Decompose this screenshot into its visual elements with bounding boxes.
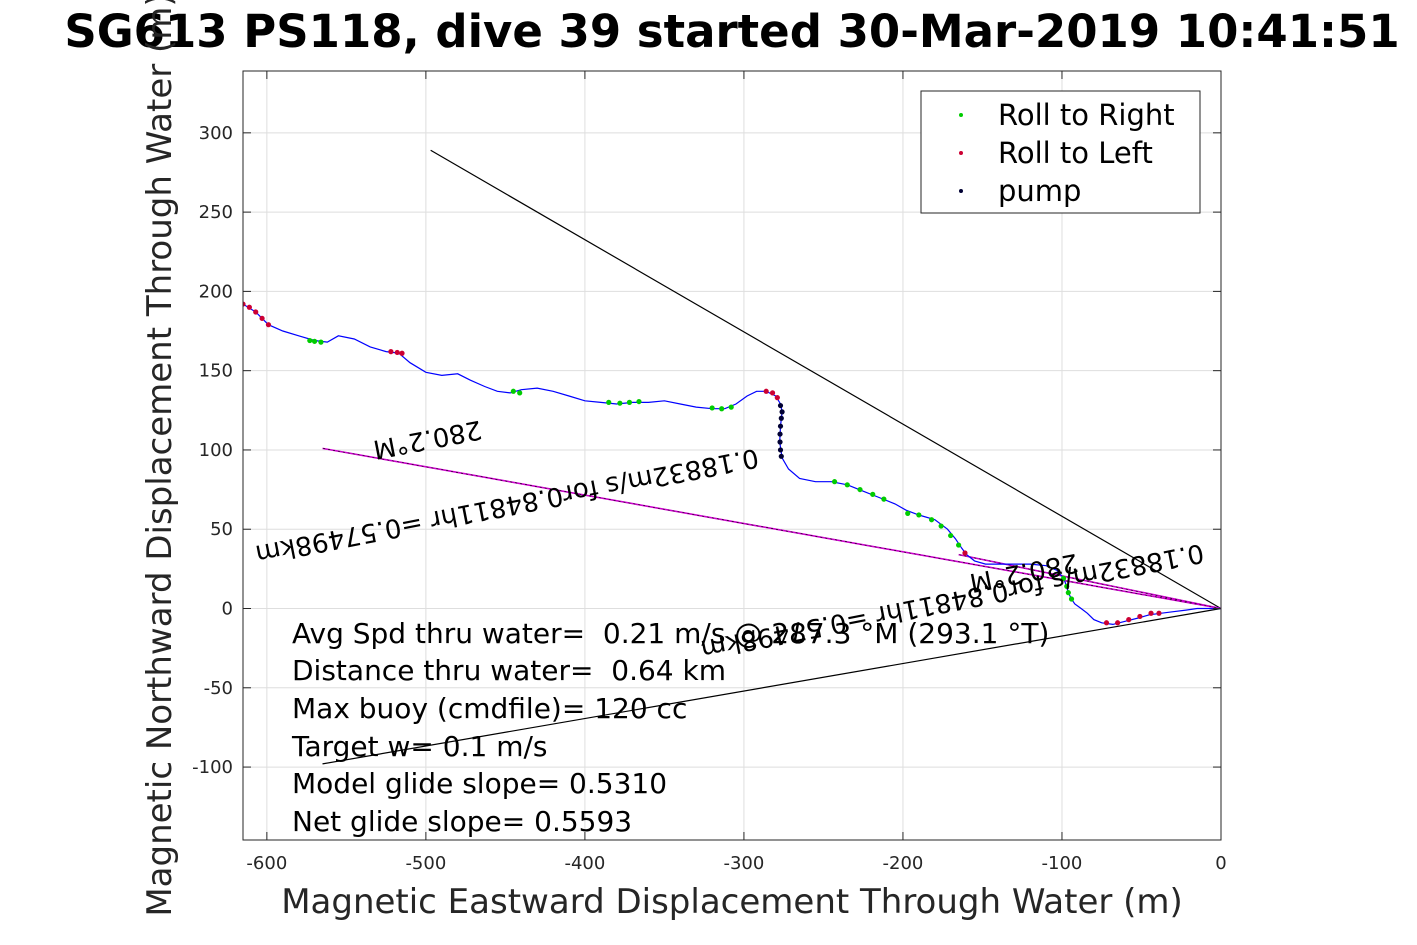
- roll-right-point: [626, 399, 633, 405]
- y-tick-label: -50: [204, 678, 233, 699]
- legend-marker-roll-right: [959, 113, 963, 117]
- roll-right-point: [844, 482, 850, 488]
- pump-point: [777, 431, 783, 437]
- stat-avg-speed: Avg Spd thru water= 0.21 m/s @ 287.3 °M …: [292, 617, 1049, 650]
- roll-right-point: [636, 398, 642, 405]
- pump-point: [777, 439, 783, 445]
- roll-right-point: [1068, 596, 1075, 602]
- chart-title: SG613 PS118, dive 39 started 30-Mar-2019…: [64, 5, 1399, 58]
- legend-label-roll-left: Roll to Left: [998, 136, 1153, 170]
- y-axis-ticks: -100 -50 0 50 100 150 200 250 300: [192, 123, 1221, 778]
- x-tick-label: 0: [1215, 853, 1226, 874]
- legend-box: [920, 90, 1201, 214]
- roll-left-point: [265, 322, 272, 328]
- stat-max-buoy: Max buoy (cmdfile)= 120 cc: [292, 692, 687, 725]
- legend-marker-pump: [959, 189, 963, 193]
- roll-right-point: [617, 400, 623, 406]
- roll-right-point: [709, 405, 715, 411]
- roll-left-point: [1126, 617, 1132, 623]
- legend-label-roll-right: Roll to Right: [998, 98, 1175, 132]
- roll-left-point: [1137, 613, 1143, 620]
- y-axis-label: Magnetic Northward Displacement Through …: [140, 0, 180, 917]
- roll-left-point: [763, 388, 769, 394]
- x-tick-label: -300: [723, 853, 764, 874]
- roll-left-point: [399, 350, 405, 356]
- reference-line: [430, 149, 1221, 610]
- x-axis-ticks: -600 -500 -400 -300 -200 -100 0: [246, 71, 1227, 874]
- x-tick-label: -200: [883, 853, 924, 874]
- roll-right-point: [606, 399, 612, 405]
- stat-distance: Distance thru water= 0.64 km: [292, 654, 726, 687]
- roll-right-point: [1065, 590, 1071, 596]
- roll-right-point: [948, 532, 954, 539]
- roll-right-point: [510, 388, 516, 394]
- roll-right-point: [1060, 575, 1067, 581]
- roll-left-point: [962, 550, 968, 556]
- stat-target-w: Target w= 0.1 m/s: [291, 730, 548, 763]
- stat-net-glide-slope: Net glide slope= 0.5593: [292, 805, 632, 838]
- heading-line-dots: [322, 448, 1221, 609]
- roll-right-point: [307, 337, 313, 344]
- roll-right-point: [905, 510, 911, 516]
- roll-left-point: [1103, 620, 1110, 626]
- roll-right-point: [857, 486, 863, 493]
- stats-block: Avg Spd thru water= 0.21 m/s @ 287.3 °M …: [291, 617, 1049, 838]
- y-tick-label: 150: [199, 361, 233, 382]
- reference-lines: [322, 149, 1221, 765]
- roll-right-point: [928, 517, 935, 523]
- roll-left-point: [388, 349, 394, 355]
- y-tick-label: 100: [199, 440, 233, 461]
- x-tick-label: -400: [564, 853, 605, 874]
- roll-right-point: [728, 404, 734, 410]
- plot-frame: [242, 70, 1222, 841]
- reference-line: [322, 607, 1221, 765]
- pump-point: [778, 415, 784, 421]
- pump-point: [779, 409, 785, 415]
- legend-marker-roll-left: [959, 151, 963, 155]
- pump-point: [777, 423, 784, 429]
- roll-right-point: [916, 512, 922, 518]
- y-tick-label: 0: [222, 599, 233, 620]
- roll-right-point: [881, 496, 887, 502]
- stat-model-glide-slope: Model glide slope= 0.5310: [292, 767, 667, 800]
- x-tick-label: -500: [405, 853, 446, 874]
- legend: Roll to Right Roll to Left pump: [920, 90, 1201, 214]
- roll-left-markers: [243, 301, 1162, 626]
- roll-right-point: [1064, 583, 1070, 589]
- pump-point: [778, 453, 784, 459]
- roll-right-point: [517, 390, 523, 396]
- roll-left-point: [774, 395, 780, 401]
- x-tick-label: -100: [1042, 853, 1083, 874]
- roll-left-point: [246, 304, 252, 310]
- roll-right-point: [719, 406, 725, 412]
- pump-point: [777, 402, 784, 409]
- x-tick-label: -600: [246, 853, 287, 874]
- y-tick-label: 250: [199, 202, 233, 223]
- y-tick-label: 50: [210, 519, 233, 540]
- roll-right-point: [318, 339, 324, 345]
- grid: [243, 71, 1222, 840]
- pump-markers: [777, 402, 785, 459]
- roll-right-point: [311, 338, 318, 344]
- roll-right-point: [870, 491, 876, 497]
- roll-left-point: [1115, 620, 1121, 626]
- roll-left-point: [1156, 610, 1162, 616]
- roll-left-point: [243, 301, 246, 307]
- roll-right-point: [831, 479, 838, 485]
- roll-left-point: [1148, 610, 1154, 616]
- y-tick-label: -100: [192, 757, 233, 778]
- legend-label-pump: pump: [998, 174, 1081, 208]
- y-tick-label: 300: [199, 123, 233, 144]
- roll-left-point: [394, 349, 400, 356]
- roll-left-point: [253, 309, 259, 315]
- pump-point: [777, 447, 784, 453]
- y-tick-label: 200: [199, 281, 233, 302]
- roll-right-markers: [307, 337, 1075, 602]
- roll-left-point: [769, 390, 776, 396]
- x-axis-label: Magnetic Eastward Displacement Through W…: [281, 882, 1183, 922]
- roll-left-point: [259, 315, 265, 321]
- roll-right-point: [956, 542, 962, 548]
- roll-right-point: [938, 523, 944, 529]
